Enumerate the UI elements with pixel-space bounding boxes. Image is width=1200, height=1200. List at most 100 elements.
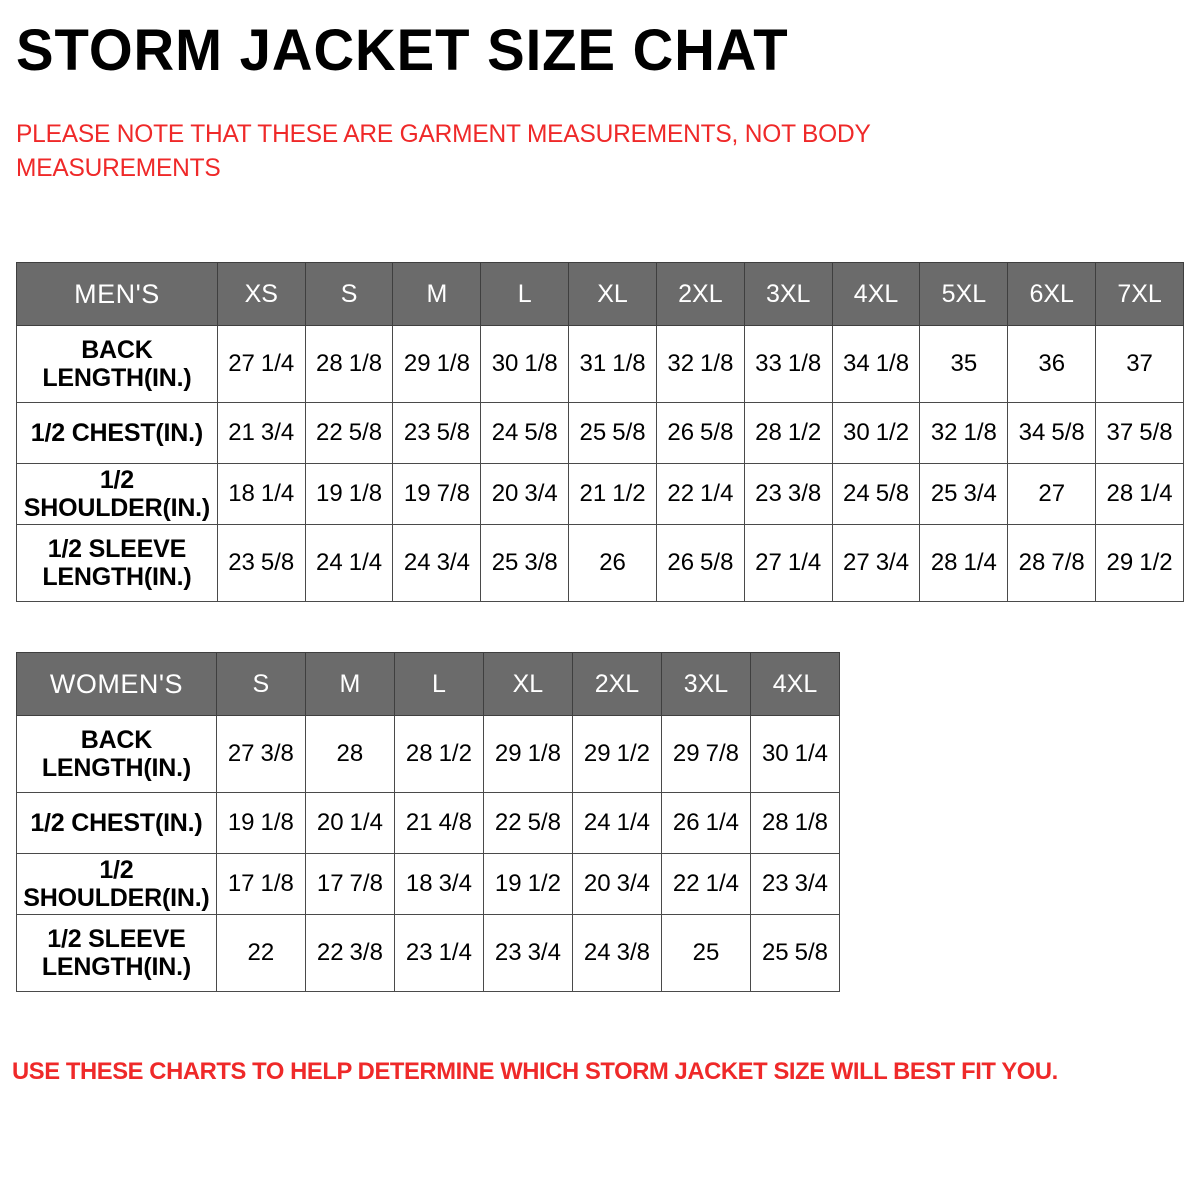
measurement-cell: 28 1/4 [1095, 463, 1184, 525]
measurement-cell: 24 5/8 [831, 463, 921, 525]
table-row: 1/2 SHOULDER(IN.) 18 1/4 19 1/8 19 7/8 20 3/4 21 1… [16, 463, 1184, 525]
table-header-row: WOMEN'S S M L XL 2XL 3XL 4XL [16, 652, 841, 716]
measurement-cell: 24 5/8 [480, 402, 570, 464]
measurement-cell: 30 1/2 [831, 402, 921, 464]
womens-table-body: BACK LENGTH(IN.) 27 3/8 28 28 1/2 29 1/8 29 1/2 29 7… [16, 715, 841, 992]
size-column-header-4xl: 4XL [749, 652, 841, 716]
measurement-cell: 37 5/8 [1095, 402, 1184, 464]
table-row: BACK LENGTH(IN.) 27 1/4 28 1/8 29 1/8 30 1/8 31 1/8… [16, 325, 1184, 403]
measurement-cell: 26 [568, 524, 657, 602]
size-column-header-l: L [480, 262, 570, 326]
measurement-cell: 26 1/4 [660, 792, 751, 854]
size-column-header-m: M [304, 652, 395, 716]
measurement-cell: 24 1/4 [571, 792, 662, 854]
measurement-cell: 23 3/4 [482, 914, 573, 992]
measurement-cell: 33 1/8 [743, 325, 833, 403]
size-column-header-s: S [215, 652, 306, 716]
table-row: BACK LENGTH(IN.) 27 3/8 28 28 1/2 29 1/8 29 1/2 29 7… [16, 715, 841, 793]
size-column-header-xl: XL [482, 652, 573, 716]
mens-table-body: BACK LENGTH(IN.) 27 1/4 28 1/8 29 1/8 30 1/8 31 1/8… [16, 325, 1184, 602]
measurement-cell: 23 1/4 [393, 914, 484, 992]
measurement-cell: 25 5/8 [749, 914, 841, 992]
size-column-header-2xl: 2XL [655, 262, 745, 326]
measurement-cell: 22 3/8 [304, 914, 395, 992]
measurement-cell: 28 1/8 [304, 325, 394, 403]
measurement-cell: 22 [215, 914, 306, 992]
measurement-cell: 28 1/4 [919, 524, 1009, 602]
measurement-cell: 20 3/4 [571, 853, 662, 915]
size-column-header-xl: XL [568, 262, 657, 326]
measurement-cell: 22 1/4 [660, 853, 751, 915]
womens-table-header: WOMEN'S S M L XL 2XL 3XL 4XL [16, 652, 841, 716]
measurement-row-label: 1/2 SHOULDER(IN.) [16, 463, 218, 525]
measurement-cell: 26 5/8 [655, 402, 745, 464]
measurement-cell: 28 7/8 [1007, 524, 1097, 602]
measurement-cell: 23 3/4 [749, 853, 841, 915]
measurement-cell: 23 3/8 [743, 463, 833, 525]
womens-size-table: WOMEN'S S M L XL 2XL 3XL 4XL BACK LENGTH(IN.) 27 3… [16, 652, 841, 992]
measurement-cell: 20 3/4 [480, 463, 570, 525]
measurement-row-label: BACK LENGTH(IN.) [16, 715, 217, 793]
measurement-row-label: 1/2 SHOULDER(IN.) [16, 853, 217, 915]
measurement-cell: 30 1/8 [480, 325, 570, 403]
size-column-header-l: L [393, 652, 484, 716]
size-column-header-3xl: 3XL [743, 262, 833, 326]
measurement-cell: 32 1/8 [655, 325, 745, 403]
measurement-cell: 30 1/4 [749, 715, 841, 793]
measurement-cell: 20 1/4 [304, 792, 395, 854]
measurement-cell: 27 [1007, 463, 1097, 525]
measurement-cell: 25 5/8 [568, 402, 657, 464]
table-row: 1/2 SLEEVE LENGTH(IN.) 22 22 3/8 23 1/4 23 3/4 24… [16, 914, 841, 992]
size-column-header-xs: XS [216, 262, 306, 326]
measurement-row-label: BACK LENGTH(IN.) [16, 325, 218, 403]
measurement-cell: 28 [304, 715, 395, 793]
measurement-cell: 18 3/4 [393, 853, 484, 915]
measurement-cell: 26 5/8 [655, 524, 745, 602]
measurement-cell: 21 3/4 [216, 402, 306, 464]
help-determine-size-note: USE THESE CHARTS TO HELP DETERMINE WHICH… [12, 1058, 1058, 1085]
measurement-cell: 29 1/8 [392, 325, 482, 403]
measurement-cell: 28 1/8 [749, 792, 841, 854]
measurement-cell: 37 [1095, 325, 1184, 403]
page-title: STORM JACKET SIZE CHAT [16, 18, 789, 83]
measurement-cell: 27 3/4 [831, 524, 921, 602]
mens-table-header: MEN'S XS S M L XL 2XL 3XL 4XL 5XL 6XL 7XL [16, 262, 1184, 326]
measurement-cell: 19 7/8 [392, 463, 482, 525]
measurement-row-label: 1/2 SLEEVE LENGTH(IN.) [16, 524, 218, 602]
measurement-cell: 31 1/8 [568, 325, 657, 403]
measurement-cell: 27 1/4 [216, 325, 306, 403]
measurement-row-label: 1/2 CHEST(IN.) [16, 792, 217, 854]
measurement-cell: 23 5/8 [392, 402, 482, 464]
measurement-cell: 19 1/8 [215, 792, 306, 854]
measurement-cell: 25 [660, 914, 751, 992]
measurement-cell: 34 5/8 [1007, 402, 1097, 464]
measurement-cell: 23 5/8 [216, 524, 306, 602]
measurement-cell: 36 [1007, 325, 1097, 403]
measurement-cell: 32 1/8 [919, 402, 1009, 464]
measurement-cell: 18 1/4 [216, 463, 306, 525]
table-row: 1/2 CHEST(IN.) 19 1/8 20 1/4 21 4/8 22 5/8 24 1/4 2… [16, 792, 841, 854]
measurement-cell: 29 1/2 [571, 715, 662, 793]
measurement-cell: 29 7/8 [660, 715, 751, 793]
table-row: 1/2 SHOULDER(IN.) 17 1/8 17 7/8 18 3/4 19 1/2 20 3… [16, 853, 841, 915]
measurement-cell: 29 1/8 [482, 715, 573, 793]
measurement-cell: 17 1/8 [215, 853, 306, 915]
measurement-cell: 35 [919, 325, 1009, 403]
measurement-cell: 24 3/8 [571, 914, 662, 992]
measurement-cell: 24 1/4 [304, 524, 394, 602]
measurement-cell: 17 7/8 [304, 853, 395, 915]
table-row: 1/2 CHEST(IN.) 21 3/4 22 5/8 23 5/8 24 5/8 25 5/8 2… [16, 402, 1184, 464]
measurement-cell: 28 1/2 [393, 715, 484, 793]
size-column-header-s: S [304, 262, 394, 326]
measurement-cell: 22 5/8 [304, 402, 394, 464]
measurement-cell: 28 1/2 [743, 402, 833, 464]
size-column-header-3xl: 3XL [660, 652, 751, 716]
measurement-row-label: 1/2 SLEEVE LENGTH(IN.) [16, 914, 217, 992]
garment-measurement-note: PLEASE NOTE THAT THESE ARE GARMENT MEASU… [16, 120, 871, 182]
table-corner-label: MEN'S [16, 262, 218, 326]
table-header-row: MEN'S XS S M L XL 2XL 3XL 4XL 5XL 6XL 7XL [16, 262, 1184, 326]
size-column-header-4xl: 4XL [831, 262, 921, 326]
mens-size-table: MEN'S XS S M L XL 2XL 3XL 4XL 5XL 6XL 7XL BACK LENGT… [16, 262, 1184, 602]
size-column-header-5xl: 5XL [919, 262, 1009, 326]
